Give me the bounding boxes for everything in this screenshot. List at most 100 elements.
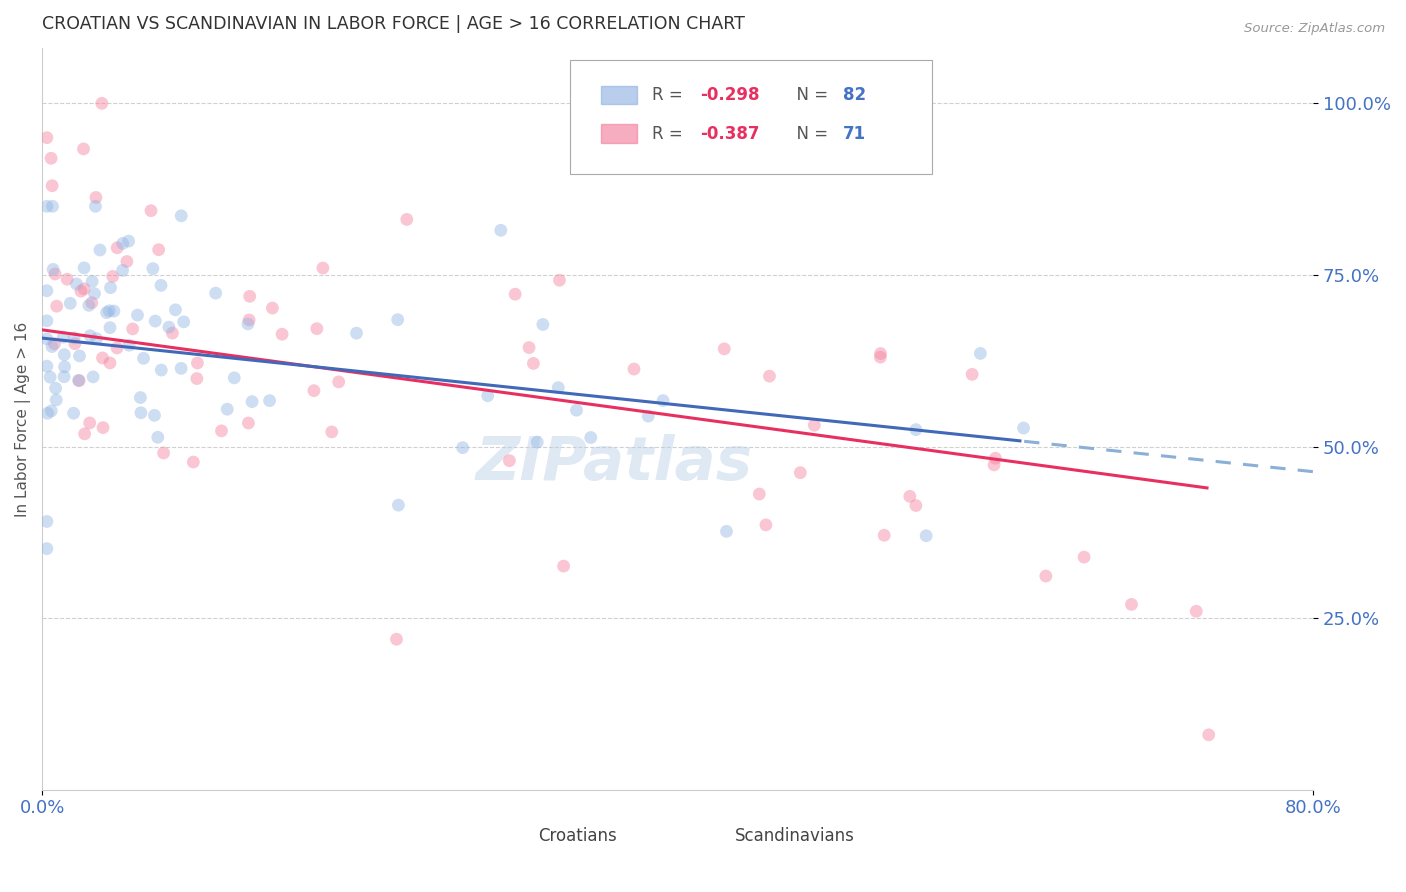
Point: [41, 178, 63, 193]
Point: [395, 212, 418, 227]
Point: [91, 420, 114, 434]
Point: [73, 282, 96, 296]
Point: [869, 346, 891, 360]
Point: [637, 409, 659, 423]
Point: [236, 317, 259, 331]
Point: [82, 274, 104, 288]
Point: [755, 517, 778, 532]
Point: [143, 314, 166, 328]
Point: [204, 286, 226, 301]
Point: [67, 374, 90, 388]
Point: [186, 371, 208, 385]
Point: [45, 392, 67, 407]
Point: [716, 524, 738, 539]
Point: [98, 320, 121, 334]
Point: [73, 426, 96, 441]
Point: [305, 321, 328, 335]
Point: [111, 263, 134, 277]
Point: [983, 458, 1005, 472]
Point: [553, 559, 575, 574]
Point: [41, 340, 63, 354]
Point: [86, 332, 108, 346]
Point: [148, 243, 170, 257]
Text: R =: R =: [652, 125, 689, 143]
Point: [789, 466, 811, 480]
Text: ZIPatlas: ZIPatlas: [475, 434, 752, 493]
Point: [531, 318, 554, 332]
Point: [489, 223, 512, 237]
Point: [548, 273, 571, 287]
Point: [1012, 421, 1035, 435]
Point: [35, 314, 58, 328]
Point: [387, 312, 409, 326]
Point: [100, 280, 122, 294]
Point: [302, 384, 325, 398]
Point: [39, 151, 62, 165]
Point: [1198, 728, 1220, 742]
Point: [103, 304, 125, 318]
Point: [547, 381, 569, 395]
FancyBboxPatch shape: [690, 826, 725, 846]
Point: [498, 453, 520, 467]
Point: [70, 284, 93, 298]
Point: [803, 418, 825, 433]
Point: [37, 406, 59, 420]
Point: [969, 346, 991, 360]
Point: [1073, 550, 1095, 565]
Point: [517, 341, 540, 355]
Point: [39, 404, 62, 418]
Point: [129, 391, 152, 405]
Point: [652, 393, 675, 408]
Point: [503, 287, 526, 301]
Point: [91, 351, 114, 365]
Point: [387, 498, 409, 512]
Point: [44, 267, 66, 281]
Point: [238, 416, 260, 430]
Point: [1035, 569, 1057, 583]
Point: [165, 302, 187, 317]
Text: N =: N =: [786, 87, 834, 104]
Point: [170, 209, 193, 223]
FancyBboxPatch shape: [602, 86, 637, 104]
Point: [181, 455, 204, 469]
Point: [186, 356, 208, 370]
Point: [312, 260, 335, 275]
Point: [904, 423, 927, 437]
Point: [385, 632, 408, 647]
Point: [238, 313, 260, 327]
Point: [77, 298, 100, 312]
Point: [904, 499, 927, 513]
Point: [150, 363, 173, 377]
Text: -0.387: -0.387: [700, 125, 761, 143]
Text: CROATIAN VS SCANDINAVIAN IN LABOR FORCE | AGE > 16 CORRELATION CHART: CROATIAN VS SCANDINAVIAN IN LABOR FORCE …: [42, 15, 745, 33]
Point: [522, 356, 544, 370]
Point: [53, 359, 76, 374]
Point: [69, 349, 91, 363]
Point: [170, 361, 193, 376]
Point: [63, 336, 86, 351]
Point: [150, 278, 173, 293]
Text: R =: R =: [652, 87, 689, 104]
Point: [62, 406, 84, 420]
Point: [152, 446, 174, 460]
Point: [713, 342, 735, 356]
Point: [79, 416, 101, 430]
Point: [346, 326, 368, 340]
Point: [984, 451, 1007, 466]
Point: [105, 341, 128, 355]
Point: [873, 528, 896, 542]
Point: [526, 435, 548, 450]
Point: [52, 330, 75, 344]
Point: [105, 241, 128, 255]
Point: [98, 356, 121, 370]
Point: [129, 406, 152, 420]
Point: [132, 351, 155, 366]
Point: [115, 254, 138, 268]
Point: [262, 301, 284, 315]
Text: N =: N =: [786, 125, 834, 143]
Point: [80, 295, 103, 310]
Point: [98, 303, 121, 318]
Text: Source: ZipAtlas.com: Source: ZipAtlas.com: [1244, 22, 1385, 36]
Point: [127, 308, 149, 322]
Point: [35, 515, 58, 529]
